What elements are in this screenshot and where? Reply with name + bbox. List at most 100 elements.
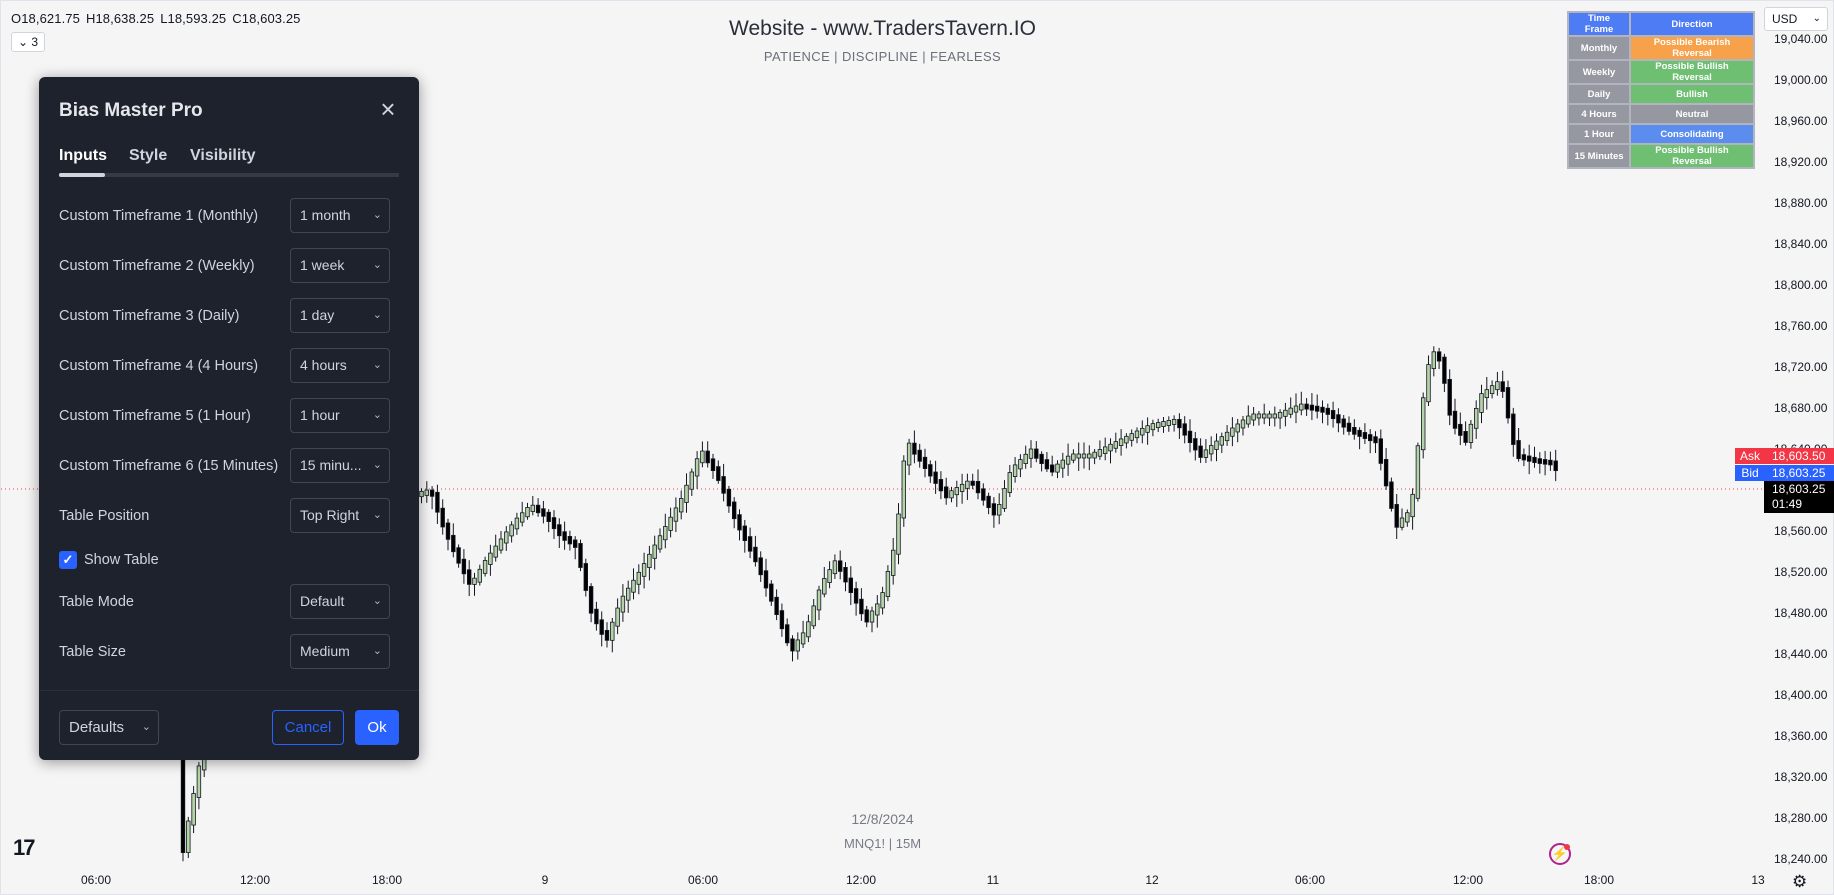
chevron-down-icon: ⌄ (372, 409, 382, 421)
candle (191, 786, 196, 834)
tab-inputs[interactable]: Inputs (59, 147, 107, 164)
candle (954, 480, 959, 507)
input-label-table-size: Table Size (59, 644, 126, 660)
candle (1383, 447, 1389, 490)
select-value: Medium (300, 643, 350, 659)
input-label-tf3: Custom Timeframe 3 (Daily) (59, 308, 240, 324)
tab-style[interactable]: Style (129, 147, 168, 164)
candle (1203, 439, 1209, 463)
select-tf3[interactable]: 1 day ⌄ (290, 298, 390, 333)
chevron-down-icon: ⌄ (372, 645, 382, 657)
candle (970, 473, 975, 490)
select-table-size[interactable]: Medium ⌄ (290, 634, 390, 669)
candle (800, 620, 806, 648)
tradingview-logo-icon[interactable]: 17 (13, 835, 36, 860)
time-tick-label: 06:00 (687, 873, 719, 887)
candle (604, 622, 610, 648)
row-direction: Possible Bullish Reversal (1631, 61, 1753, 83)
select-table-position[interactable]: Top Right ⌄ (290, 498, 390, 533)
select-tf5[interactable]: 1 hour ⌄ (290, 398, 390, 433)
candle (981, 483, 986, 506)
candle (1145, 417, 1150, 445)
price-tick-label: 18,400.00 (1774, 688, 1828, 702)
select-table-mode[interactable]: Default ⌄ (290, 584, 390, 619)
select-value: 15 minu... (300, 457, 362, 473)
input-label-tf6: Custom Timeframe 6 (15 Minutes) (59, 458, 279, 474)
candle (657, 528, 663, 553)
candle (573, 536, 578, 560)
input-label-table-mode: Table Mode (59, 594, 134, 610)
candle (1421, 392, 1426, 459)
select-tf6[interactable]: 15 minu... ⌄ (290, 448, 390, 483)
candle (1320, 400, 1325, 424)
candle (679, 490, 684, 520)
candle (827, 561, 832, 589)
candle (594, 601, 599, 631)
select-tf4[interactable]: 4 hours ⌄ (290, 348, 390, 383)
chevron-down-icon: ⌄ (372, 459, 382, 471)
candle (419, 488, 424, 504)
candle (186, 816, 191, 859)
candle (906, 438, 912, 476)
candle (1304, 398, 1309, 416)
candle (1044, 452, 1050, 472)
price-tick-label: 18,840.00 (1774, 237, 1828, 251)
candle (1140, 420, 1145, 444)
candle (694, 451, 700, 489)
select-tf2[interactable]: 1 week ⌄ (290, 248, 390, 283)
indicators-toggle[interactable]: ⌄ 3 (11, 32, 46, 52)
candle (1124, 433, 1129, 449)
candle (562, 521, 567, 550)
bolt-icon[interactable]: ⚡ (1549, 843, 1571, 865)
price-axis[interactable]: 19,040.00 19,000.00 18,960.00 18,920.00 18,8… (1764, 1, 1834, 871)
show-table-checkbox[interactable]: ✓ (59, 551, 77, 569)
cancel-button[interactable]: Cancel (272, 710, 344, 745)
candle (1055, 460, 1060, 479)
candle (1103, 437, 1108, 461)
candle (848, 566, 853, 606)
candle (1309, 393, 1315, 421)
candle (530, 495, 535, 516)
bias-table-row: 1 Hour Consolidating (1569, 125, 1753, 143)
select-tf1[interactable]: 1 month ⌄ (290, 198, 390, 233)
price-tick-label: 18,480.00 (1774, 606, 1828, 620)
time-axis[interactable]: 06:00 12:00 18:00 9 06:00 12:00 11 12 06:00 12:00… (1, 869, 1765, 895)
dialog-tabs: Inputs Style Visibility (59, 147, 399, 177)
bias-table-row: 15 Minutes Possible Bullish Reversal (1569, 145, 1753, 167)
select-value: Default (300, 593, 345, 609)
candle (880, 586, 885, 615)
watermark-symbol: MNQ1! | 15M (843, 836, 922, 851)
close-icon[interactable]: × (380, 94, 396, 124)
row-timeframe: 1 Hour (1569, 125, 1629, 143)
candle (588, 583, 594, 623)
candle (1542, 450, 1548, 476)
candle (546, 509, 551, 533)
candle (1129, 429, 1134, 447)
candle (1161, 417, 1166, 433)
candle (917, 443, 922, 468)
price-tick-label: 18,320.00 (1774, 770, 1828, 784)
candle (1108, 438, 1113, 464)
ok-button[interactable]: Ok (355, 710, 399, 745)
candle (557, 518, 562, 549)
candle (1166, 416, 1171, 432)
currency-select[interactable]: USD ⌄ (1764, 7, 1828, 31)
candle (843, 562, 848, 592)
bid-price: 18,603.25 (1764, 465, 1834, 481)
candle (1447, 369, 1452, 426)
price-tick-label: 19,040.00 (1774, 32, 1828, 46)
candle (1182, 416, 1187, 444)
show-table-label[interactable]: Show Table (84, 552, 159, 568)
price-tick-label: 18,240.00 (1774, 852, 1828, 866)
candle (509, 521, 514, 543)
candle (1452, 398, 1458, 435)
defaults-button[interactable]: Defaults ⌄ (59, 710, 159, 745)
candle (1315, 394, 1320, 419)
candle (583, 558, 588, 597)
price-tick-label: 18,720.00 (1774, 360, 1828, 374)
gear-icon[interactable]: ⚙ (1792, 872, 1808, 891)
candle (504, 526, 509, 551)
tab-visibility[interactable]: Visibility (190, 147, 256, 164)
candle (1436, 347, 1442, 370)
